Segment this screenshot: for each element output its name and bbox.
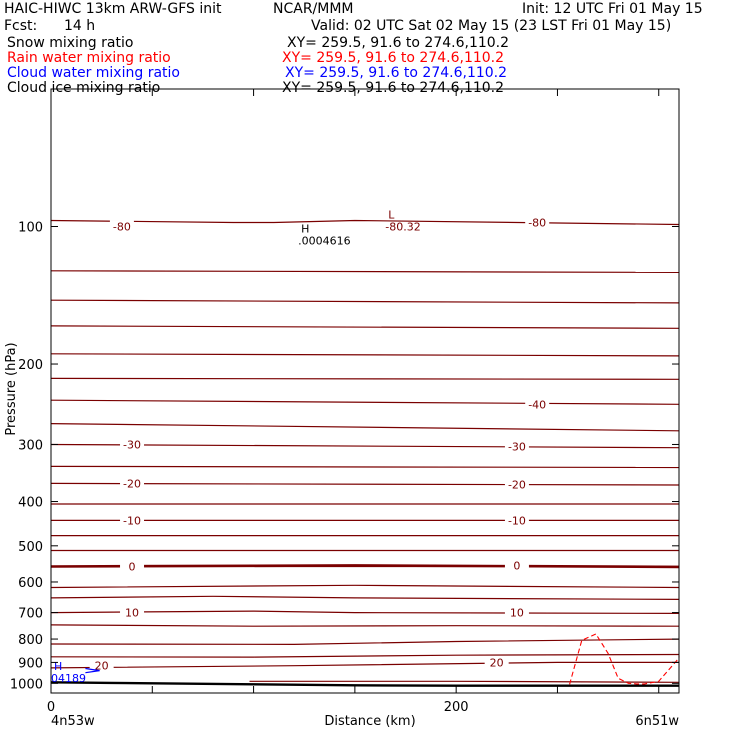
y-tick-label: 800 xyxy=(18,633,43,648)
y-tick-label: 300 xyxy=(18,438,43,453)
temperature-contour-line xyxy=(50,299,680,304)
contour-label: -10 xyxy=(123,514,141,527)
contour-label: 10 xyxy=(125,607,139,620)
temperature-contour-line xyxy=(50,443,680,449)
contour-label-bg xyxy=(484,656,509,669)
contour-label: -80 xyxy=(113,221,131,234)
y-tick-label: 900 xyxy=(18,656,43,671)
contour-label: 0 xyxy=(129,561,136,574)
init-time: Init: 12 UTC Fri 01 May 15 xyxy=(522,1,703,17)
contour-label: -40 xyxy=(528,398,546,411)
temperature-contour-line xyxy=(50,595,680,600)
plot-frame xyxy=(50,88,680,694)
contour-label-bg xyxy=(120,514,145,527)
field-xy-cloud-ice: XY= 259.5, 91.6 to 274.6,110.2 xyxy=(282,80,505,96)
cloud-water-contour xyxy=(85,667,100,674)
extreme-value: 04189 xyxy=(51,672,86,685)
extreme-symbol: H xyxy=(54,660,62,673)
zero-isotherm-line xyxy=(50,564,680,569)
contour-label: -10 xyxy=(508,514,526,527)
field-xy-rain: XY= 259.5, 91.6 to 274.6,110.2 xyxy=(282,50,505,66)
contour-label-bg xyxy=(504,478,529,491)
fcst-value: 14 h xyxy=(64,18,96,34)
contour-label: -30 xyxy=(123,438,141,451)
contour-label: 0 xyxy=(513,559,520,572)
fcst-label: Fcst: xyxy=(4,18,38,34)
temperature-contour-line xyxy=(50,325,680,329)
field-name-rain: Rain water mixing ratio xyxy=(7,50,171,66)
valid-time: Valid: 02 UTC Sat 02 May 15 (23 LST Fri … xyxy=(311,18,672,34)
temperature-contour-line xyxy=(50,353,680,357)
contour-label-bg xyxy=(120,560,145,573)
field-name-cloud-water: Cloud water mixing ratio xyxy=(7,65,180,81)
temperature-contour-line xyxy=(50,465,680,469)
extreme-symbol: L xyxy=(388,208,395,221)
temperature-contours: -80 -80 -40 -30 -30 -20 -20 -10 -10 0 0 10 10 20 20 xyxy=(50,216,680,683)
y-tick-label: 500 xyxy=(18,540,43,555)
contour-label-bg xyxy=(504,559,529,572)
contour-label: -30 xyxy=(508,440,526,453)
y-tick-label: 200 xyxy=(18,358,43,373)
x-tick-label: 0 xyxy=(47,700,55,715)
field-xy-snow: XY= 259.5, 91.6 to 274.6,110.2 xyxy=(287,35,510,51)
contour-label-bg xyxy=(525,216,550,229)
contour-label-bg xyxy=(120,606,145,619)
contour-label-bg xyxy=(504,514,529,527)
temperature-contour-line xyxy=(50,270,680,273)
extreme-value: .0004616 xyxy=(298,234,351,247)
temperature-contour-line xyxy=(50,482,680,486)
extreme-symbol: H xyxy=(301,222,309,235)
contour-label: -80 xyxy=(528,217,546,230)
y-axis-label: Pressure (hPa) xyxy=(4,342,19,435)
contour-label: 20 xyxy=(490,656,504,669)
contour-label-bg xyxy=(504,440,529,453)
start-point-label: 4n53w xyxy=(51,714,95,729)
temperature-contour-line xyxy=(50,399,680,405)
contour-label-bg xyxy=(120,438,145,451)
contour-label-bg xyxy=(120,477,145,490)
terrain-line xyxy=(50,681,679,687)
temperature-contour-line xyxy=(50,219,680,226)
x-axis-label: Distance (km) xyxy=(324,714,415,729)
temperature-contour-line xyxy=(50,624,680,627)
temperature-contour-line xyxy=(50,610,680,614)
temperature-contour-line xyxy=(50,638,680,646)
extreme-value: -80.32 xyxy=(385,220,420,233)
y-tick-label: 700 xyxy=(18,607,43,622)
contour-label-bg xyxy=(504,606,529,619)
temperature-contour-line xyxy=(50,423,680,432)
field-xy-cloud-water: XY= 259.5, 91.6 to 274.6,110.2 xyxy=(285,65,508,81)
temperature-contour-line xyxy=(50,584,680,589)
contour-label: 20 xyxy=(95,660,109,673)
temperature-contour-line xyxy=(50,661,679,669)
end-point-label: 6n51w xyxy=(635,714,679,729)
org-label: NCAR/MMM xyxy=(273,1,354,17)
contour-label-bg xyxy=(89,659,114,672)
contour-label-bg xyxy=(109,220,134,233)
contour-label: -20 xyxy=(123,477,141,490)
y-tick-label: 1000 xyxy=(10,677,43,692)
contour-label: 10 xyxy=(510,607,524,620)
field-name-snow: Snow mixing ratio xyxy=(7,35,134,51)
y-tick-label: 600 xyxy=(18,576,43,591)
model-title: HAIC-HIWC 13km ARW-GFS init xyxy=(4,1,222,17)
x-tick-label: 200 xyxy=(444,700,469,715)
y-tick-label: 400 xyxy=(18,496,43,511)
temperature-contour-line xyxy=(249,680,680,683)
contour-label: -20 xyxy=(508,478,526,491)
rain-mixing-contour xyxy=(569,633,680,685)
contour-label-bg xyxy=(525,398,550,411)
temperature-contour-line xyxy=(50,653,680,658)
temperature-contour-line xyxy=(50,377,680,380)
y-tick-label: 100 xyxy=(18,221,43,236)
